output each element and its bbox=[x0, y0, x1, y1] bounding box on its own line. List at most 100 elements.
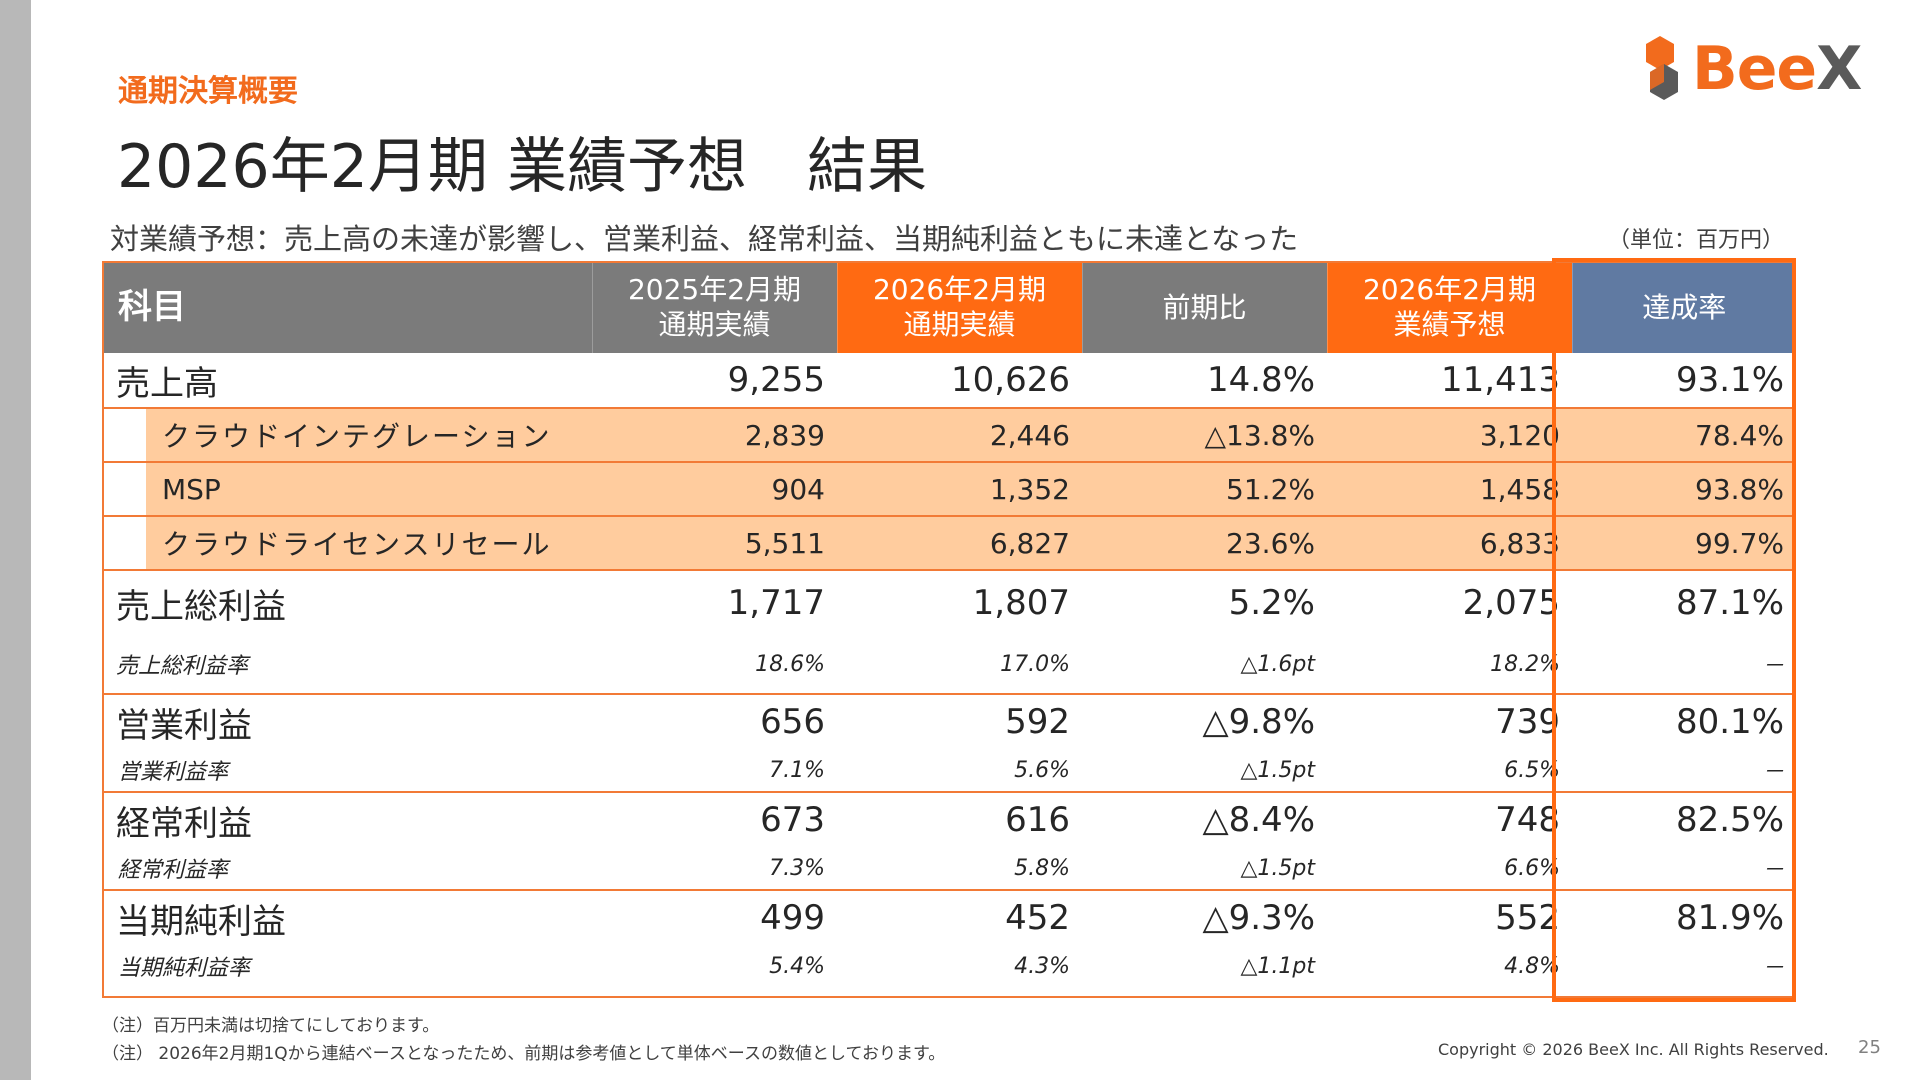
row-label: クラウドインテグレーション bbox=[102, 407, 592, 462]
cell-value: 6,833 bbox=[1327, 515, 1572, 570]
cell-value: 17.0% bbox=[1000, 651, 1070, 677]
cell-value: 5.4% bbox=[769, 953, 825, 979]
cell-value: △8.4% bbox=[1082, 791, 1327, 847]
cell-value: 5.8% bbox=[1014, 855, 1070, 881]
page-subtitle: 対業績予想：売上高の未達が影響し、営業利益、経常利益、当期純利益ともに未達となっ… bbox=[110, 222, 1299, 256]
cell-value: 2,839 bbox=[592, 407, 837, 462]
cell-value: 1,717 bbox=[592, 569, 837, 635]
row-label: 経常利益率 bbox=[118, 858, 229, 883]
cell-value: 499 bbox=[592, 889, 837, 945]
cell-value: 82.5% bbox=[1572, 791, 1796, 847]
beex-logo: BeeX bbox=[1646, 34, 1862, 108]
header-yoy: 前期比 bbox=[1081, 261, 1327, 353]
cell-value: 5,511 bbox=[592, 515, 837, 570]
cell-value: － bbox=[1761, 956, 1784, 981]
cell-value: △1.1pt bbox=[1240, 953, 1316, 979]
cell-value: 87.1% bbox=[1572, 569, 1796, 635]
copyright: Copyright © 2026 BeeX Inc. All Rights Re… bbox=[1438, 1040, 1829, 1059]
cell-value: － bbox=[1761, 858, 1784, 883]
cell-value: △1.5pt bbox=[1240, 757, 1316, 783]
cell-value: 78.4% bbox=[1572, 407, 1796, 462]
beex-logo-mark-icon bbox=[1646, 36, 1678, 100]
cell-value: 656 bbox=[592, 693, 837, 749]
cell-value: 10,626 bbox=[951, 360, 1070, 400]
row-gross-profit: 売上総利益 1,717 1,807 5.2% 2,075 87.1% bbox=[102, 569, 1796, 635]
beex-logo-text: BeeX bbox=[1692, 34, 1862, 104]
row-ordinary-profit: 経常利益 673 616 △8.4% 748 82.5% bbox=[102, 791, 1796, 847]
row-revenue: 売上高 9,255 10,626 14.8% 11,413 93.1% bbox=[102, 353, 1796, 408]
header-fy2026-forecast: 2026年2月期 業績予想 bbox=[1326, 261, 1572, 353]
unit-label: （単位：百万円） bbox=[1607, 228, 1784, 253]
cell-value: △13.8% bbox=[1082, 407, 1327, 462]
page-title: 2026年2月期 業績予想 結果 bbox=[117, 132, 927, 202]
cell-value: 452 bbox=[837, 889, 1082, 945]
cell-value: － bbox=[1761, 760, 1784, 785]
row-label: 売上高 bbox=[116, 363, 218, 404]
row-segment-ci: クラウドインテグレーション 2,839 2,446 △13.8% 3,120 7… bbox=[102, 407, 1796, 462]
row-net-margin: 当期純利益率 5.4% 4.3% △1.1pt 4.8% － bbox=[102, 945, 1796, 987]
forecast-results-table: 科目 2025年2月期 通期実績 2026年2月期 通期実績 前期比 2026年2月… bbox=[102, 261, 1796, 987]
cell-value: △9.3% bbox=[1082, 889, 1327, 945]
row-label: 売上総利益率 bbox=[116, 654, 249, 679]
row-label: 経常利益 bbox=[102, 791, 592, 847]
cell-value: 18.2% bbox=[1490, 651, 1560, 677]
cell-value: 99.7% bbox=[1572, 515, 1796, 570]
cell-value: 7.3% bbox=[769, 855, 825, 881]
cell-value: 93.1% bbox=[1675, 360, 1784, 400]
cell-value: 6,827 bbox=[837, 515, 1082, 570]
cell-value: 6.6% bbox=[1504, 855, 1560, 881]
row-segment-msp: MSP 904 1,352 51.2% 1,458 93.8% bbox=[102, 461, 1796, 516]
cell-value: 80.1% bbox=[1572, 693, 1796, 749]
cell-value: 552 bbox=[1327, 889, 1572, 945]
footnotes: （注）百万円未満は切捨てにしております。 （注） 2026年2月期1Qから連結ベ… bbox=[102, 1012, 945, 1068]
left-accent-bar bbox=[0, 0, 31, 1080]
header-achievement: 達成率 bbox=[1571, 261, 1796, 353]
page-number: 25 bbox=[1858, 1037, 1881, 1058]
row-label: 営業利益率 bbox=[118, 760, 229, 785]
cell-value: 5.6% bbox=[1014, 757, 1070, 783]
row-label: 営業利益 bbox=[102, 693, 592, 749]
cell-value: 1,807 bbox=[837, 569, 1082, 635]
row-label: MSP bbox=[102, 461, 592, 516]
table-header-row: 科目 2025年2月期 通期実績 2026年2月期 通期実績 前期比 2026年2月… bbox=[102, 261, 1796, 353]
cell-value: 93.8% bbox=[1572, 461, 1796, 516]
cell-value: △1.6pt bbox=[1240, 651, 1316, 677]
cell-value: 616 bbox=[837, 791, 1082, 847]
cell-value: 9,255 bbox=[727, 360, 825, 400]
row-gross-margin: 売上総利益率 18.6% 17.0% △1.6pt 18.2% － bbox=[102, 635, 1796, 694]
cell-value: 3,120 bbox=[1327, 407, 1572, 462]
row-label: 当期純利益 bbox=[102, 889, 592, 945]
header-item: 科目 bbox=[102, 261, 592, 353]
row-segment-license: クラウドライセンスリセール 5,511 6,827 23.6% 6,833 99… bbox=[102, 515, 1796, 570]
footnote: （注） 2026年2月期1Qから連結ベースとなったため、前期は参考値として単体ベ… bbox=[102, 1044, 946, 1064]
row-label: クラウドライセンスリセール bbox=[102, 515, 592, 570]
cell-value: 592 bbox=[837, 693, 1082, 749]
section-label: 通期決算概要 bbox=[118, 74, 298, 109]
cell-value: 7.1% bbox=[769, 757, 825, 783]
header-fy2026-actual: 2026年2月期 通期実績 bbox=[836, 261, 1082, 353]
cell-value: 2,075 bbox=[1327, 569, 1572, 635]
cell-value: △1.5pt bbox=[1240, 855, 1316, 881]
cell-value: 739 bbox=[1327, 693, 1572, 749]
cell-value: 673 bbox=[592, 791, 837, 847]
cell-value: 51.2% bbox=[1082, 461, 1327, 516]
cell-value: 5.2% bbox=[1082, 569, 1327, 635]
row-operating-margin: 営業利益率 7.1% 5.6% △1.5pt 6.5% － bbox=[102, 749, 1796, 792]
row-ordinary-margin: 経常利益率 7.3% 5.8% △1.5pt 6.6% － bbox=[102, 847, 1796, 890]
cell-value: 14.8% bbox=[1206, 360, 1315, 400]
row-operating-profit: 営業利益 656 592 △9.8% 739 80.1% bbox=[102, 693, 1796, 749]
cell-value: 18.6% bbox=[755, 651, 825, 677]
cell-value: 11,413 bbox=[1441, 360, 1560, 400]
cell-value: △9.8% bbox=[1082, 693, 1327, 749]
footnote: （注）百万円未満は切捨てにしております。 bbox=[102, 1016, 440, 1036]
header-fy2025-actual: 2025年2月期 通期実績 bbox=[591, 261, 837, 353]
cell-value: 6.5% bbox=[1504, 757, 1560, 783]
cell-value: 4.8% bbox=[1504, 953, 1560, 979]
row-net-profit: 当期純利益 499 452 △9.3% 552 81.9% bbox=[102, 889, 1796, 945]
cell-value: － bbox=[1761, 654, 1784, 679]
cell-value: 904 bbox=[592, 461, 837, 516]
row-label: 当期純利益率 bbox=[118, 956, 251, 981]
cell-value: 2,446 bbox=[837, 407, 1082, 462]
cell-value: 81.9% bbox=[1572, 889, 1796, 945]
cell-value: 23.6% bbox=[1082, 515, 1327, 570]
